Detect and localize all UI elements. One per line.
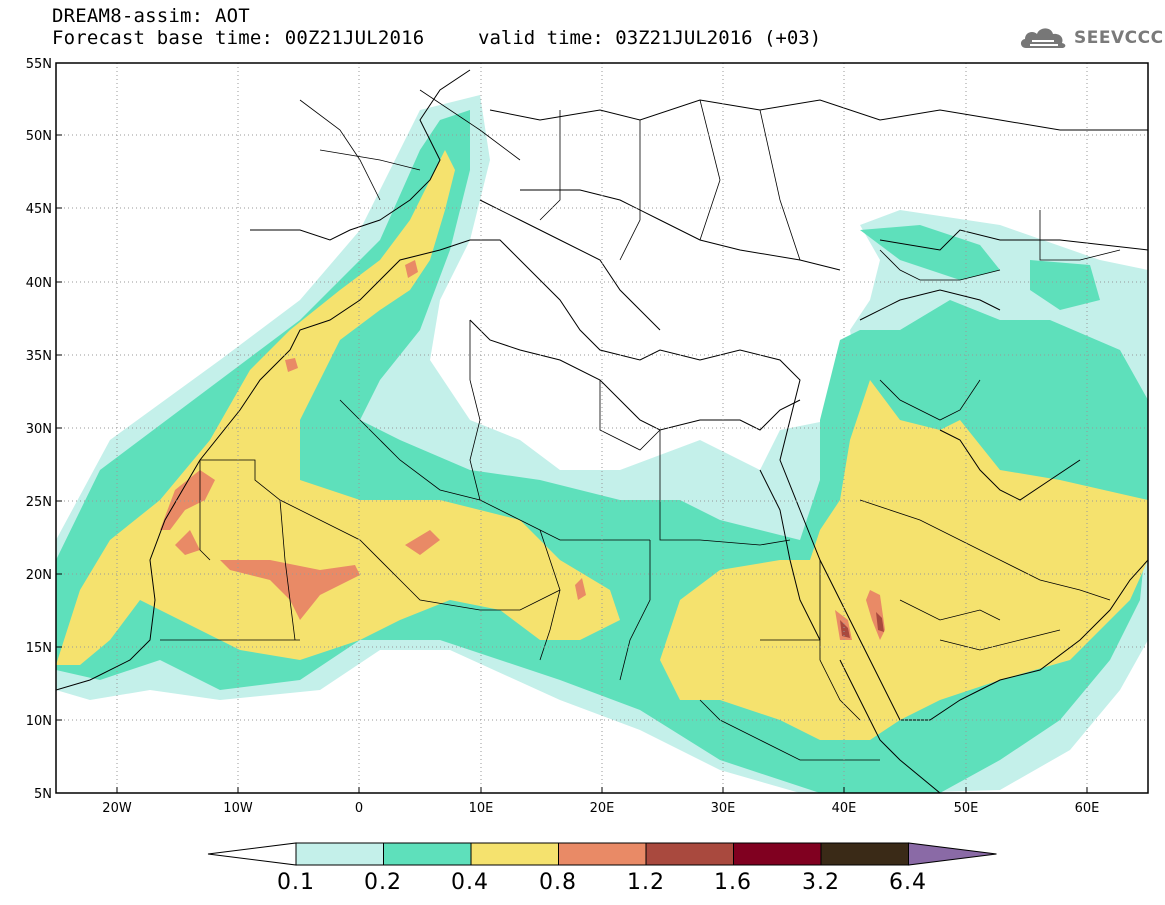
colorbar-label: 1.2 xyxy=(627,870,665,895)
lat-label: 30N xyxy=(26,422,52,437)
lat-label: 10N xyxy=(26,714,52,729)
longitude-labels: 20W 10W 0 10E 20E 30E 40E 50E 60E xyxy=(102,801,1099,816)
colorbar-swatch xyxy=(820,842,909,866)
lat-label: 55N xyxy=(26,57,52,72)
axis-ticks xyxy=(56,62,1088,794)
colorbar-arrow-left xyxy=(207,842,297,866)
colorbar-swatch xyxy=(645,842,734,866)
lon-label: 60E xyxy=(1075,801,1100,816)
lat-label: 50N xyxy=(26,129,52,144)
lon-label: 20W xyxy=(102,801,132,816)
colorbar-swatch xyxy=(383,842,472,866)
colorbar-swatch xyxy=(470,842,559,866)
colorbar-label: 3.2 xyxy=(802,870,840,895)
colorbar-label: 0.4 xyxy=(451,870,489,895)
aot-band-0-4 xyxy=(56,150,1148,740)
lon-label: 0 xyxy=(355,801,363,816)
colorbar-swatch xyxy=(733,842,822,866)
grid-lines xyxy=(56,63,1148,793)
coastlines xyxy=(56,69,1148,793)
borders xyxy=(160,89,1121,761)
colorbar-label: 0.2 xyxy=(364,870,402,895)
forecast-base-time: Forecast base time: 00Z21JUL2016 xyxy=(52,27,425,49)
aot-fields xyxy=(56,63,1148,793)
cloud-icon xyxy=(1020,28,1066,48)
aot-band-1-2 xyxy=(840,612,884,638)
lon-label: 40E xyxy=(832,801,857,816)
lat-label: 40N xyxy=(26,276,52,291)
colorbar-labels: 0.1 0.2 0.4 0.8 1.2 1.6 3.2 6.4 xyxy=(0,870,1165,900)
colorbar-arrow-right xyxy=(908,842,997,866)
lat-label: 5N xyxy=(34,787,52,802)
lat-label: 45N xyxy=(26,202,52,217)
colorbar-label: 0.1 xyxy=(277,870,315,895)
lon-label: 10E xyxy=(469,801,494,816)
logo-text: SEEVCCC xyxy=(1074,28,1164,48)
lat-label: 15N xyxy=(26,641,52,656)
map-title: DREAM8-assim: AOT xyxy=(52,5,250,27)
lon-label: 10W xyxy=(223,801,253,816)
lon-label: 50E xyxy=(954,801,979,816)
colorbar-swatch xyxy=(558,842,647,866)
lon-label: 20E xyxy=(590,801,615,816)
lon-label: 30E xyxy=(711,801,736,816)
colorbar xyxy=(207,842,997,866)
lat-label: 35N xyxy=(26,349,52,364)
seevccc-logo: SEEVCCC xyxy=(1018,24,1164,52)
latitude-labels: 55N 50N 45N 40N 35N 30N 25N 20N 15N 10N … xyxy=(26,57,52,802)
colorbar-label: 1.6 xyxy=(714,870,752,895)
lat-label: 25N xyxy=(26,495,52,510)
lat-label: 20N xyxy=(26,568,52,583)
colorbar-label: 0.8 xyxy=(539,870,577,895)
valid-time: valid time: 03Z21JUL2016 (+03) xyxy=(478,27,822,49)
colorbar-label: 6.4 xyxy=(889,870,927,895)
colorbar-swatch xyxy=(295,842,384,866)
